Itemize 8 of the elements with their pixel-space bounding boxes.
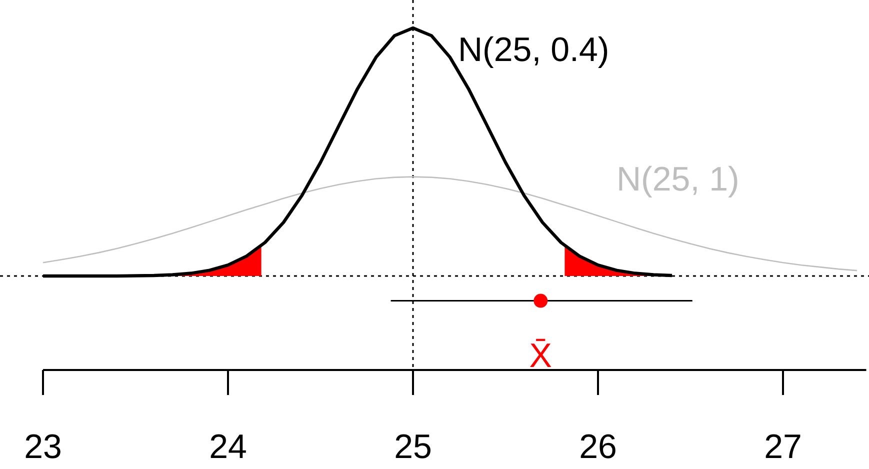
x-tick-label: 25 [394,428,432,466]
x-tick-label: 23 [24,428,62,466]
series-label: N(25, 0.4) [458,31,610,69]
series-label: N(25, 1) [616,160,740,199]
x-tick-label: 24 [209,428,247,466]
x-tick-label: 26 [579,428,617,466]
x-tick-label: 27 [764,428,802,466]
series-label: X̄ [529,336,552,375]
